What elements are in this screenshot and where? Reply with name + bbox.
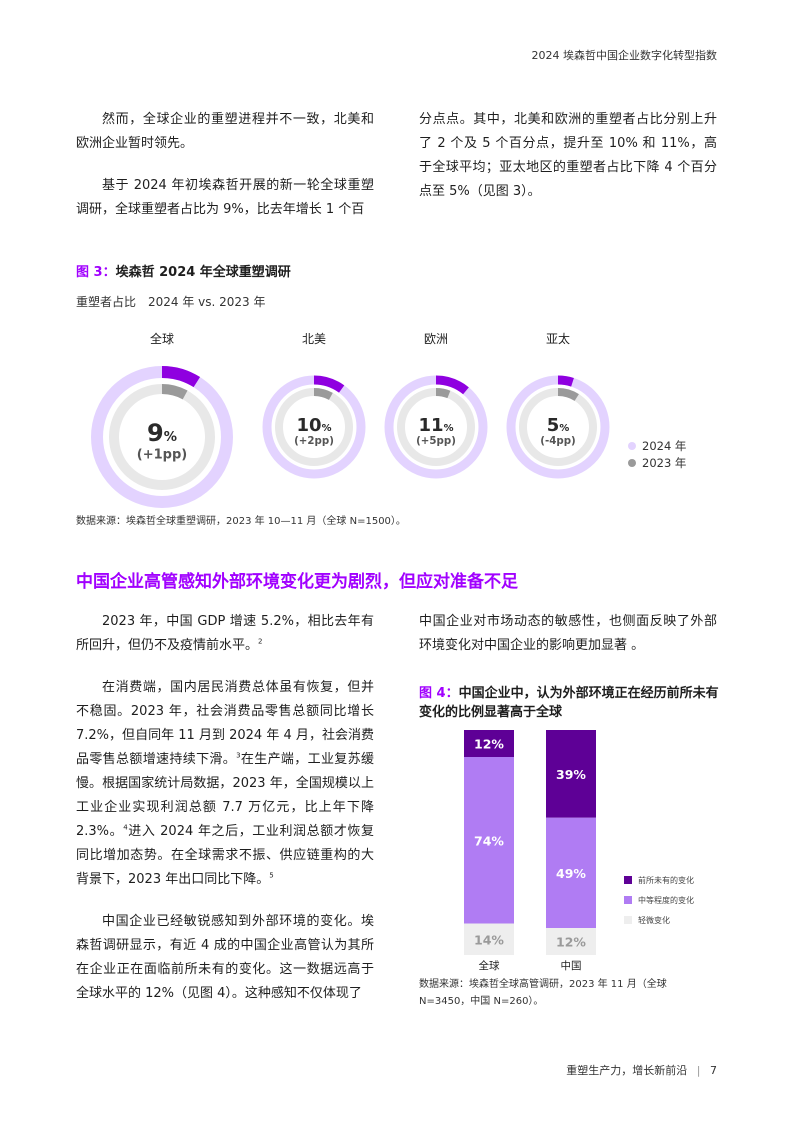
figure-4-chart: 12% 74% 14% 全球 39% 49% 12% 中国 前所未有的变化中等程度的变化轻微变… [464,730,694,972]
bar-segment [546,928,596,955]
bar-value-label: 39% [556,767,586,782]
donut-2: 欧洲 11%(+5pp) [384,332,488,479]
donut-1: 北美 10%(+2pp) [262,332,366,479]
delta-label: (-4pp) [540,435,575,447]
bar-segment [546,730,596,818]
legend-swatch [628,442,636,450]
donut-3: 亚太 5%(-4pp) [506,331,610,479]
paragraph: 中国企业对市场动态的敏感性，也侧面反映了外部环境变化对中国企业的影响更加显著 。 [419,614,717,653]
arc-2023 [435,388,451,399]
region-label: 全球 [150,331,174,346]
bar-value-label: 12% [556,935,586,950]
category-label: 全球 [479,959,500,972]
arc-2023 [557,388,579,401]
delta-label: (+1pp) [137,447,187,462]
region-label: 亚太 [546,331,570,346]
legend-label: 2023 年 [642,456,686,470]
bottom-left-column: 2023 年，中国 GDP 增速 5.2%，相比去年有所回升，但仍不及疫情前水平… [76,610,374,1024]
figure-title-text: 埃森哲 2024 年全球重塑调研 [115,265,291,280]
bar-value-label: 14% [474,932,504,947]
legend-label: 中等程度的变化 [638,895,694,905]
top-right-column: 分点点。其中，北美和欧洲的重塑者占比分别上升了 2 个及 5 个百分点，提升至 … [419,108,717,222]
legend-label: 2024 年 [642,439,686,453]
value-label: 10% [297,415,332,436]
arc-2024 [435,375,469,395]
arc-2024 [313,375,345,393]
bar-segment [546,817,596,928]
region-label: 欧洲 [424,332,448,346]
footnote-ref[interactable]: 2 [258,637,263,646]
figure-4-source: 数据来源：埃森哲全球高管调研，2023 年 11 月（全球 N=3450，中国 … [419,979,667,1007]
legend-swatch [628,459,636,467]
paragraph: 在消费端，国内居民消费总体虽有恢复，但并不稳固。2023 年，社会消费品零售总额… [76,680,374,887]
delta-label: (+5pp) [416,435,456,447]
paragraph: 中国企业已经敏锐感知到外部环境的变化。埃森哲调研显示，有近 4 成的中国企业高管… [76,914,374,1001]
bar-segment [464,730,514,757]
paragraph: 分点点。其中，北美和欧洲的重塑者占比分别上升了 2 个及 5 个百分点，提升至 … [419,112,717,199]
legend-label: 轻微变化 [638,915,670,925]
paragraph: 然而，全球企业的重塑进程并不一致，北美和欧洲企业暂时领先。 [76,112,374,151]
arc-2023 [161,384,188,400]
figure-3-source: 数据来源：埃森哲全球重塑调研，2023 年 10—11 月（全球 N=1500）… [76,516,406,527]
paragraph: 2023 年，中国 GDP 增速 5.2%，相比去年有所回升，但仍不及疫情前水平… [76,614,374,653]
page-number: 7 [710,1064,717,1077]
page-footer: 重塑生产力，增长新前沿 | 7 [566,1062,717,1078]
legend-label: 前所未有的变化 [638,875,694,885]
bar-segment [464,923,514,955]
footnote-ref[interactable]: 3 [236,751,241,760]
legend-swatch [624,896,632,904]
section-title: 中国企业高管感知外部环境变化更为剧烈，但应对准备不足 [76,572,518,592]
figure-3-title: 图 3：埃森哲 2024 年全球重塑调研 [76,261,291,280]
bar-segment [464,757,514,924]
bottom-right-column: 中国企业对市场动态的敏感性，也侧面反映了外部环境变化对中国企业的影响更加显著 。 [419,610,717,676]
footer-text: 重塑生产力，增长新前沿 [566,1064,688,1077]
legend-swatch [624,916,632,924]
arc-2023 [313,388,333,400]
value-label: 11% [419,415,454,436]
footnote-ref[interactable]: 5 [269,871,274,880]
figure-3-subtitle: 重塑者占比 2024 年 vs. 2023 年 [76,295,266,309]
bar-value-label: 74% [474,833,504,848]
paragraph: 基于 2024 年初埃森哲开展的新一轮全球重塑调研，全球重塑者占比为 9%，比去… [76,178,374,217]
legend-swatch [624,876,632,884]
footnote-ref[interactable]: 4 [123,823,128,832]
figure-label: 图 3： [76,265,116,280]
value-label: 5% [547,415,570,436]
arc-2024 [161,366,201,388]
category-label: 中国 [561,959,582,972]
running-header: 2024 埃森哲中国企业数字化转型指数 [531,49,718,62]
figure-title-text: 中国企业中，认为外部环境正在经历前所未有变化的比例显著高于全球 [419,686,719,720]
figure-label: 图 4： [419,686,459,701]
top-left-column: 然而，全球企业的重塑进程并不一致，北美和欧洲企业暂时领先。 基于 2024 年初… [76,108,374,240]
bar-value-label: 12% [474,737,504,752]
value-label: 9% [147,419,177,447]
delta-label: (+2pp) [294,435,334,447]
arc-2024 [557,375,574,387]
figure-3-chart: 全球 9%(+1pp) 北美 10%(+2pp) 欧洲 11%(+5pp) 亚太 5%(-4p… [91,331,686,508]
donut-0: 全球 9%(+1pp) [91,331,233,508]
bar-value-label: 49% [556,866,586,881]
footer-divider: | [696,1064,701,1077]
figure-4-title: 图 4：中国企业中，认为外部环境正在经历前所未有变化的比例显著高于全球 [419,684,729,722]
region-label: 北美 [302,332,326,346]
